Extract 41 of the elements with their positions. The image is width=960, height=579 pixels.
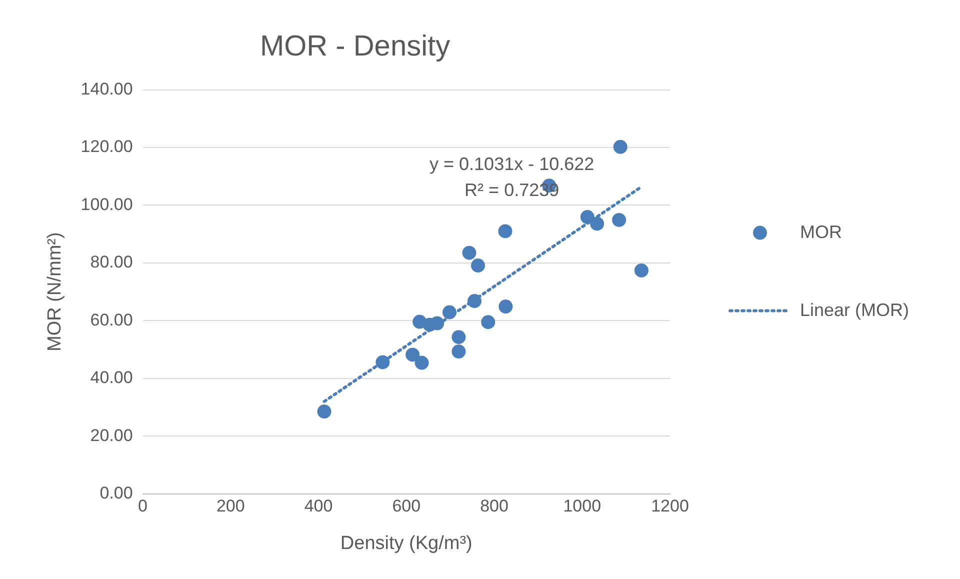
point (414, 356, 429, 370)
point (462, 246, 476, 260)
point (498, 300, 513, 314)
y-tick-label: 100.00 (80, 194, 133, 214)
y-tick-label: 120.00 (80, 137, 133, 156)
point (317, 404, 332, 419)
point (590, 216, 604, 231)
x-tick-label: 1200 (651, 496, 689, 516)
legend-label: MOR (800, 222, 842, 242)
y-tick-label: 60.00 (90, 310, 133, 330)
point (406, 348, 420, 362)
point (442, 305, 456, 320)
point (613, 140, 628, 154)
y-axis-title: MOR (N/mm²) (44, 232, 66, 352)
point (481, 315, 496, 330)
y-tick-label: 80.00 (90, 252, 133, 272)
annotation: R² = 0.7239 (464, 180, 560, 200)
x-tick-label: 200 (216, 496, 245, 516)
x-tick-label: 400 (304, 496, 333, 516)
point (634, 263, 648, 278)
y-tick-label: 20.00 (90, 426, 133, 445)
annotation: y = 0.1031x - 10.622 (430, 154, 594, 174)
point (467, 294, 482, 308)
legend-label: Linear (MOR) (800, 300, 910, 320)
point (452, 330, 466, 344)
y-tick-label: 40.00 (90, 368, 133, 388)
x-tick-label: 1000 (563, 496, 602, 516)
x-tick-label: 800 (480, 496, 508, 516)
chart-title: MOR - Density (260, 30, 451, 62)
point (452, 344, 466, 359)
point (580, 210, 594, 224)
x-axis-title: Density (Kg/m³) (340, 532, 472, 554)
x-tick-label: 600 (392, 496, 421, 516)
y-tick-label: 0.00 (100, 483, 133, 502)
y-tick-label: 140.00 (80, 79, 133, 98)
point (612, 212, 626, 227)
point (430, 316, 444, 330)
x-tick-label: 0 (138, 496, 148, 516)
point (498, 224, 512, 238)
point (376, 355, 390, 370)
point (471, 258, 486, 273)
